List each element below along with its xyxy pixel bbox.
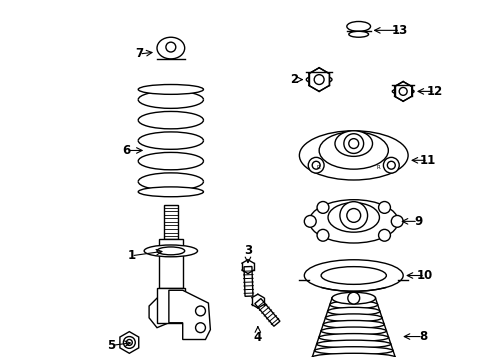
Circle shape xyxy=(386,161,394,169)
Ellipse shape xyxy=(157,247,184,255)
Circle shape xyxy=(378,229,389,241)
Text: 9: 9 xyxy=(413,215,421,228)
Text: 11: 11 xyxy=(419,154,435,167)
Circle shape xyxy=(383,157,398,173)
Circle shape xyxy=(390,215,402,227)
Circle shape xyxy=(165,42,175,52)
Circle shape xyxy=(314,75,324,85)
Circle shape xyxy=(195,323,205,333)
Ellipse shape xyxy=(144,245,197,257)
Polygon shape xyxy=(308,68,329,91)
Ellipse shape xyxy=(348,31,368,37)
Circle shape xyxy=(316,202,328,213)
Polygon shape xyxy=(394,82,411,101)
Ellipse shape xyxy=(331,292,375,304)
Text: 7: 7 xyxy=(135,48,143,60)
Polygon shape xyxy=(168,290,210,339)
Ellipse shape xyxy=(346,22,370,31)
Text: 8: 8 xyxy=(418,330,426,343)
Ellipse shape xyxy=(316,340,390,348)
Circle shape xyxy=(195,306,205,316)
Ellipse shape xyxy=(323,320,384,328)
Ellipse shape xyxy=(320,327,386,335)
Text: 10: 10 xyxy=(416,269,432,282)
Ellipse shape xyxy=(157,37,184,59)
Ellipse shape xyxy=(120,339,138,345)
Ellipse shape xyxy=(327,307,379,315)
Circle shape xyxy=(123,337,135,348)
Text: 1: 1 xyxy=(127,249,135,262)
Ellipse shape xyxy=(308,200,397,243)
Circle shape xyxy=(126,339,132,345)
Text: 6: 6 xyxy=(122,144,130,157)
Ellipse shape xyxy=(304,260,402,291)
Text: 5: 5 xyxy=(107,339,116,352)
Circle shape xyxy=(378,202,389,213)
Text: 2: 2 xyxy=(290,73,298,86)
Circle shape xyxy=(304,215,316,227)
Ellipse shape xyxy=(319,132,387,169)
Circle shape xyxy=(311,161,320,169)
Polygon shape xyxy=(254,298,279,326)
Ellipse shape xyxy=(334,131,372,156)
Ellipse shape xyxy=(321,267,386,284)
Text: 12: 12 xyxy=(426,85,442,98)
Circle shape xyxy=(347,292,359,304)
Ellipse shape xyxy=(331,294,375,302)
Text: R: R xyxy=(376,165,380,170)
Circle shape xyxy=(398,87,407,95)
Circle shape xyxy=(348,139,358,148)
Text: 3: 3 xyxy=(244,244,251,257)
Text: 13: 13 xyxy=(391,24,407,37)
Ellipse shape xyxy=(305,76,331,84)
Circle shape xyxy=(316,229,328,241)
Ellipse shape xyxy=(138,187,203,197)
Ellipse shape xyxy=(138,85,203,94)
Polygon shape xyxy=(157,288,184,323)
Polygon shape xyxy=(120,332,139,353)
Ellipse shape xyxy=(327,203,379,232)
Ellipse shape xyxy=(329,301,377,309)
Ellipse shape xyxy=(311,353,394,360)
Text: R: R xyxy=(316,165,319,170)
Circle shape xyxy=(307,157,324,173)
Circle shape xyxy=(343,134,363,153)
Ellipse shape xyxy=(391,89,413,94)
Ellipse shape xyxy=(314,347,392,355)
Polygon shape xyxy=(244,266,252,296)
Ellipse shape xyxy=(318,334,388,342)
Ellipse shape xyxy=(325,314,381,322)
Polygon shape xyxy=(149,298,168,328)
Circle shape xyxy=(346,208,360,222)
Text: 4: 4 xyxy=(253,331,262,344)
Polygon shape xyxy=(159,239,183,288)
Ellipse shape xyxy=(299,131,407,180)
Polygon shape xyxy=(163,204,178,239)
Circle shape xyxy=(339,202,367,229)
